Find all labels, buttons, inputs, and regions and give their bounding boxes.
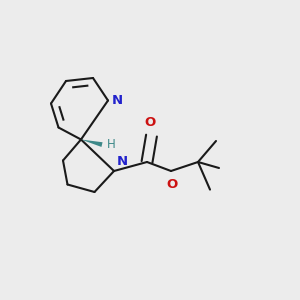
Polygon shape	[81, 140, 103, 147]
Text: N: N	[117, 155, 128, 168]
Text: O: O	[144, 116, 156, 129]
Text: H: H	[106, 138, 115, 151]
Text: O: O	[166, 178, 177, 191]
Text: N: N	[112, 94, 123, 107]
